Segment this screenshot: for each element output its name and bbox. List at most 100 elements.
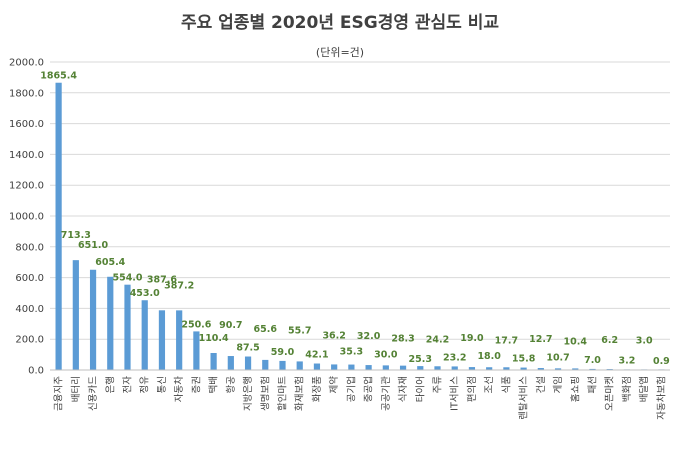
bar	[313, 363, 321, 370]
data-label: 713.3	[61, 230, 91, 241]
bar	[468, 367, 476, 370]
x-tick-label: 화재보험	[295, 376, 306, 411]
y-tick-label: 400.0	[15, 304, 44, 315]
bar	[279, 360, 286, 370]
y-tick-label: 1200.0	[9, 181, 44, 192]
bar	[572, 368, 579, 370]
bar	[72, 260, 79, 370]
bar	[331, 364, 338, 370]
bar	[537, 368, 544, 370]
data-label: 6.2	[601, 335, 618, 346]
x-tick-label: 자동차보험	[655, 376, 667, 420]
data-label: 7.0	[584, 355, 601, 366]
x-tick-label: 중공업	[363, 376, 375, 402]
bar	[227, 356, 234, 370]
data-label: 30.0	[374, 349, 398, 360]
bar	[434, 366, 441, 370]
bar	[503, 367, 510, 370]
x-tick-label: 타이어	[415, 376, 426, 402]
bar	[158, 310, 166, 370]
x-tick-label: 편의점	[466, 376, 478, 402]
data-label: 387.6	[147, 274, 177, 285]
data-label: 17.7	[495, 335, 518, 346]
x-tick-label: 조선	[484, 376, 495, 393]
y-tick-label: 600.0	[15, 273, 44, 284]
x-tick-label: 홈쇼핑	[569, 376, 581, 402]
y-tick-label: 200.0	[15, 335, 44, 346]
gridlines	[50, 61, 670, 371]
data-label: 0.9	[653, 356, 670, 367]
data-label: 3.2	[619, 356, 636, 367]
bar	[451, 366, 458, 370]
x-tick-label: 주류	[433, 376, 444, 394]
x-tick-label: 생명보험	[260, 376, 271, 411]
bars	[55, 82, 665, 370]
data-label: 59.0	[271, 347, 295, 358]
x-tick-label: IT서비스	[450, 376, 461, 411]
data-label: 90.7	[219, 320, 242, 331]
data-label: 65.6	[254, 324, 278, 335]
bar	[382, 365, 389, 370]
data-label: 605.4	[95, 257, 125, 268]
data-label: 23.2	[443, 352, 466, 363]
data-label: 28.3	[391, 334, 414, 345]
data-label: 651.0	[78, 240, 108, 251]
data-label: 55.7	[288, 325, 311, 336]
y-axis: 0.0 200.0 400.0 600.0 800.0 1000.0 1200.0 1400.…	[9, 58, 44, 377]
x-tick-label: 렌탈서비스	[518, 376, 530, 420]
data-label: 36.2	[322, 330, 345, 341]
x-tick-label: 전자	[123, 376, 134, 394]
y-tick-label: 1400.0	[9, 150, 44, 161]
bar	[193, 331, 200, 370]
x-tick-label: 식품	[501, 376, 512, 394]
y-tick-label: 0.0	[28, 366, 44, 377]
y-tick-label: 1600.0	[9, 119, 44, 130]
bar	[244, 356, 252, 370]
bar	[486, 367, 493, 370]
bar	[55, 82, 62, 370]
x-tick-label: 공공기관	[381, 376, 392, 411]
data-label: 15.8	[512, 354, 536, 365]
data-label: 387.2	[164, 280, 194, 291]
x-tick-label: 자동차	[173, 376, 185, 402]
bar	[176, 310, 183, 370]
data-label: 24.2	[426, 334, 449, 345]
data-label: 250.6	[181, 319, 211, 330]
x-tick-label: 건설	[536, 376, 547, 393]
data-label: 87.5	[236, 343, 259, 354]
data-label: 110.4	[199, 333, 229, 344]
data-label: 1865.4	[40, 71, 77, 82]
data-label: 3.0	[636, 336, 653, 347]
bar	[520, 367, 527, 370]
x-tick-label: 증권	[190, 376, 202, 393]
x-tick-label: 배달앱	[638, 376, 650, 402]
x-tick-label: 제약	[328, 376, 340, 394]
y-tick-label: 1800.0	[9, 88, 44, 99]
bar	[417, 366, 424, 370]
bar	[262, 359, 269, 370]
y-tick-label: 800.0	[15, 242, 44, 253]
x-tick-label: 할인마트	[278, 376, 289, 411]
y-tick-label: 1000.0	[9, 212, 44, 223]
x-tick-label: 공기업	[345, 376, 357, 402]
data-label: 25.3	[409, 354, 432, 365]
bar	[210, 353, 217, 370]
x-tick-label: 배터리	[71, 376, 82, 402]
bar	[107, 276, 114, 370]
data-label: 10.7	[546, 352, 569, 363]
data-label: 10.4	[564, 336, 588, 347]
x-tick-label: 정유	[140, 376, 151, 394]
data-label: 19.0	[460, 333, 484, 344]
x-tick-label: 은행	[104, 376, 116, 393]
data-label: 18.0	[477, 351, 501, 362]
x-tick-label: 지방은행	[242, 376, 254, 411]
bar	[589, 368, 596, 370]
data-label: 32.0	[357, 331, 381, 342]
x-tick-label: 백화점	[621, 376, 633, 402]
x-tick-label: 화장품	[312, 376, 323, 402]
data-label: 453.0	[130, 288, 160, 299]
data-label: 42.1	[305, 350, 328, 361]
x-tick-label: 패션	[588, 376, 599, 393]
